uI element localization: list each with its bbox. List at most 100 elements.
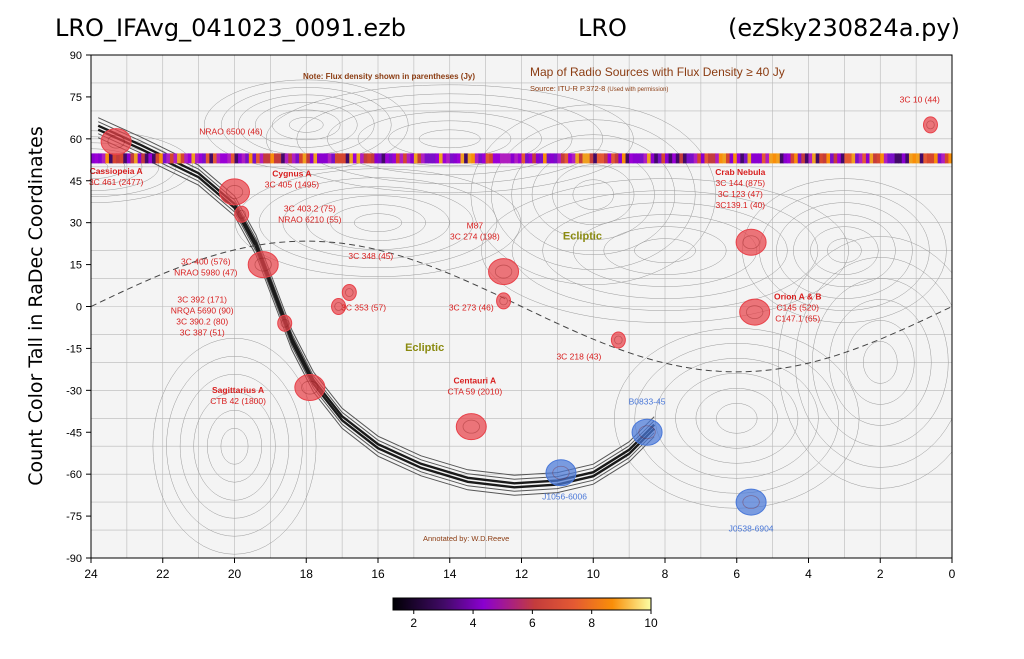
source-label-line: 3C 405 (1495) <box>265 180 320 190</box>
map-contour <box>603 226 727 275</box>
count-band-segment <box>288 153 293 164</box>
count-band-segment <box>209 153 214 164</box>
count-band-segment <box>198 153 203 164</box>
radio-source-core <box>301 380 319 395</box>
count-band-segment <box>647 153 652 164</box>
y-tick-label: 0 <box>76 302 82 314</box>
radio-source-blob <box>739 298 771 326</box>
count-band-segment <box>772 153 777 164</box>
source-label: Orion A & B C145 (520) C147.1 (65) <box>774 292 822 324</box>
map-contour <box>272 109 341 141</box>
count-band-segment <box>352 153 358 164</box>
source-label: 3C 353 (57) <box>341 303 386 313</box>
colorbar-tick-label: 10 <box>644 616 658 630</box>
y-tick-label: -15 <box>66 343 82 355</box>
map-source: Source: ITU-R P.372-8 (Used with permiss… <box>530 84 668 93</box>
count-band-segment <box>317 153 322 164</box>
source-label-line: 3C 461 (2477) <box>89 177 144 187</box>
source-label: 3C 392 (171) NRQA 5690 (90) 3C 390.2 (80) 3… <box>171 294 234 337</box>
count-band-segment <box>299 153 304 164</box>
count-band-segment <box>629 153 634 164</box>
radio-source-marker <box>219 178 250 206</box>
source-label-line: C147.1 (65) <box>775 314 820 324</box>
source-label-line: Cygnus A <box>272 169 311 179</box>
count-band-segment <box>392 153 397 164</box>
source-label-line: NRQA 5690 (90) <box>171 305 234 315</box>
annotator-credit: Annotated by: W.D.Reeve <box>423 534 509 543</box>
radio-source-core <box>345 288 354 297</box>
radio-source-marker <box>545 459 577 487</box>
count-band-segment <box>184 153 189 164</box>
count-band-segment <box>169 153 175 164</box>
count-band-segment <box>847 153 853 164</box>
count-band-segment <box>578 153 584 164</box>
count-band-segment <box>220 153 225 164</box>
count-band-segment <box>374 153 379 164</box>
map-contour <box>330 204 426 241</box>
count-band-segment <box>456 153 462 164</box>
source-label-line: C145 (520) <box>776 303 819 313</box>
count-band-segment <box>449 153 454 164</box>
count-band-segment <box>381 153 386 164</box>
count-band-segment <box>568 153 573 164</box>
radio-source-marker <box>331 298 347 315</box>
y-tick-label: 15 <box>70 260 82 272</box>
count-band-segment <box>611 153 616 164</box>
count-band-segment <box>503 153 508 164</box>
count-band-segment <box>880 153 885 164</box>
map-contour <box>289 117 324 133</box>
radio-source-marker <box>735 488 767 516</box>
map-contour <box>418 129 481 149</box>
map-contour <box>614 328 860 509</box>
count-band-segment <box>363 153 368 164</box>
count-band-segment <box>521 153 526 164</box>
count-band-segment <box>700 153 706 164</box>
radio-source-core <box>254 257 272 272</box>
map-contour <box>296 93 603 185</box>
map-contour <box>179 373 290 519</box>
count-band-segment <box>934 153 939 164</box>
x-tick-label: 4 <box>805 567 812 581</box>
count-band-segment <box>672 153 677 164</box>
radio-source-marker <box>631 418 663 446</box>
count-band-segment <box>464 153 469 164</box>
source-label: 3C 400 (576) NRAO 5980 (47) <box>174 257 237 278</box>
count-band-segment <box>891 153 896 164</box>
count-band-segment <box>230 153 236 164</box>
map-contour <box>327 102 573 176</box>
count-band-segment <box>227 153 232 164</box>
radio-source-marker <box>234 205 250 223</box>
count-band-segment <box>270 153 275 164</box>
x-tick-label: 18 <box>300 567 314 581</box>
count-band-segment <box>385 153 390 164</box>
count-band-segment <box>528 153 533 164</box>
count-band-segment <box>281 153 286 164</box>
map-contour <box>481 178 849 323</box>
count-band-segment <box>654 153 659 164</box>
source-label: Sagittarius A CTB 42 (1800) <box>210 385 266 406</box>
map-contour <box>572 179 614 210</box>
count-band-segment <box>564 153 569 164</box>
radio-source-core <box>237 209 246 219</box>
source-label: 3C 273 (46) <box>449 303 494 313</box>
count-band-segment <box>212 153 218 164</box>
count-band-segment <box>733 153 738 164</box>
count-band-segment <box>826 153 831 164</box>
source-label-line: 3C 400 (576) <box>181 257 231 267</box>
map-contour <box>778 236 952 489</box>
count-band-segment <box>148 153 153 164</box>
source-label: Cassiopeia A 3C 461 (2477) <box>89 166 144 187</box>
radio-source-marker <box>610 331 626 349</box>
map-contour <box>306 195 450 250</box>
count-band-segment <box>313 153 318 164</box>
count-band-segment <box>453 153 458 164</box>
count-band-segment <box>550 153 555 164</box>
count-band-segment <box>525 153 530 164</box>
galactic-plane-contour <box>97 133 655 492</box>
x-tick-label: 8 <box>662 567 669 581</box>
map-contour <box>793 214 896 287</box>
count-band-segment <box>758 153 763 164</box>
radio-source-blob <box>100 128 132 156</box>
y-tick-label: -75 <box>66 511 82 523</box>
source-label-line: Cassiopeia A <box>90 166 143 176</box>
